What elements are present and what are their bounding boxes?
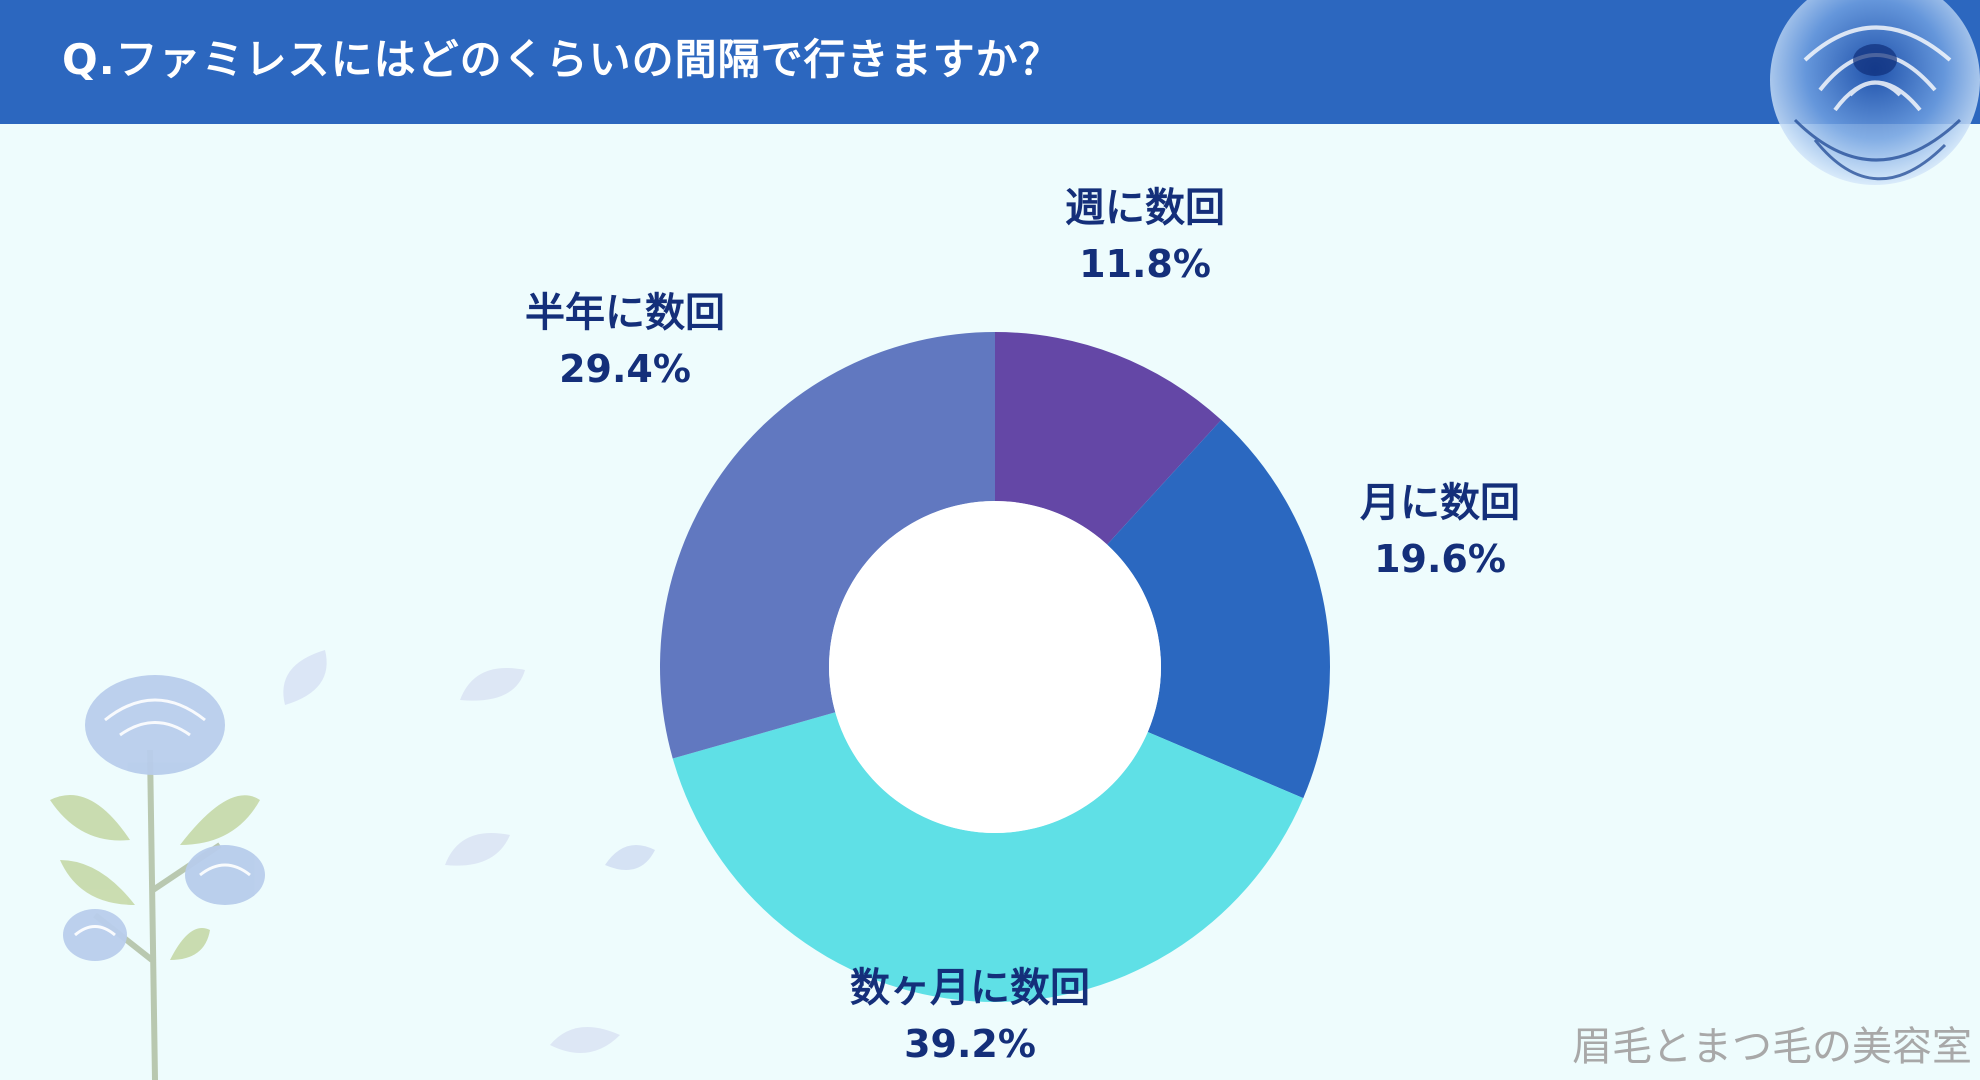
petal-icon — [550, 1027, 620, 1053]
slice-name: 数ヶ月に数回 — [850, 965, 1090, 1011]
slice-label-1: 月に数回 19.6% — [1315, 475, 1565, 587]
slice-label-3: 半年に数回 29.4% — [485, 285, 765, 397]
slice-label-2: 数ヶ月に数回 39.2% — [790, 960, 1150, 1072]
slice-percent: 19.6% — [1374, 537, 1506, 581]
donut-slice-0 — [995, 332, 1222, 545]
slice-percent: 11.8% — [1079, 242, 1211, 286]
slice-label-0: 週に数回 11.8% — [1020, 180, 1270, 292]
donut-slice-1 — [1107, 419, 1330, 799]
petal-icon — [605, 845, 655, 870]
slice-name: 週に数回 — [1065, 185, 1225, 231]
watermark: 眉毛とまつ毛の美容室 — [1572, 1024, 1972, 1070]
blue-rose-icon — [1770, 0, 1980, 185]
petal-icon — [283, 650, 327, 705]
slice-percent: 29.4% — [559, 347, 691, 391]
slice-percent: 39.2% — [904, 1022, 1036, 1066]
slice-name: 月に数回 — [1360, 480, 1520, 526]
donut-slice-2 — [672, 712, 1304, 1003]
donut-slice-3 — [659, 332, 995, 759]
header-bar: Q.ファミレスにはどのくらいの間隔で行きますか？ — [0, 0, 1980, 124]
petal-icon — [460, 668, 525, 701]
slice-name: 半年に数回 — [525, 290, 725, 336]
page-title: Q.ファミレスにはどのくらいの間隔で行きますか？ — [62, 35, 1062, 84]
petal-icon — [445, 833, 510, 866]
donut-hole — [829, 501, 1161, 833]
rose-branch-icon — [50, 675, 265, 1080]
